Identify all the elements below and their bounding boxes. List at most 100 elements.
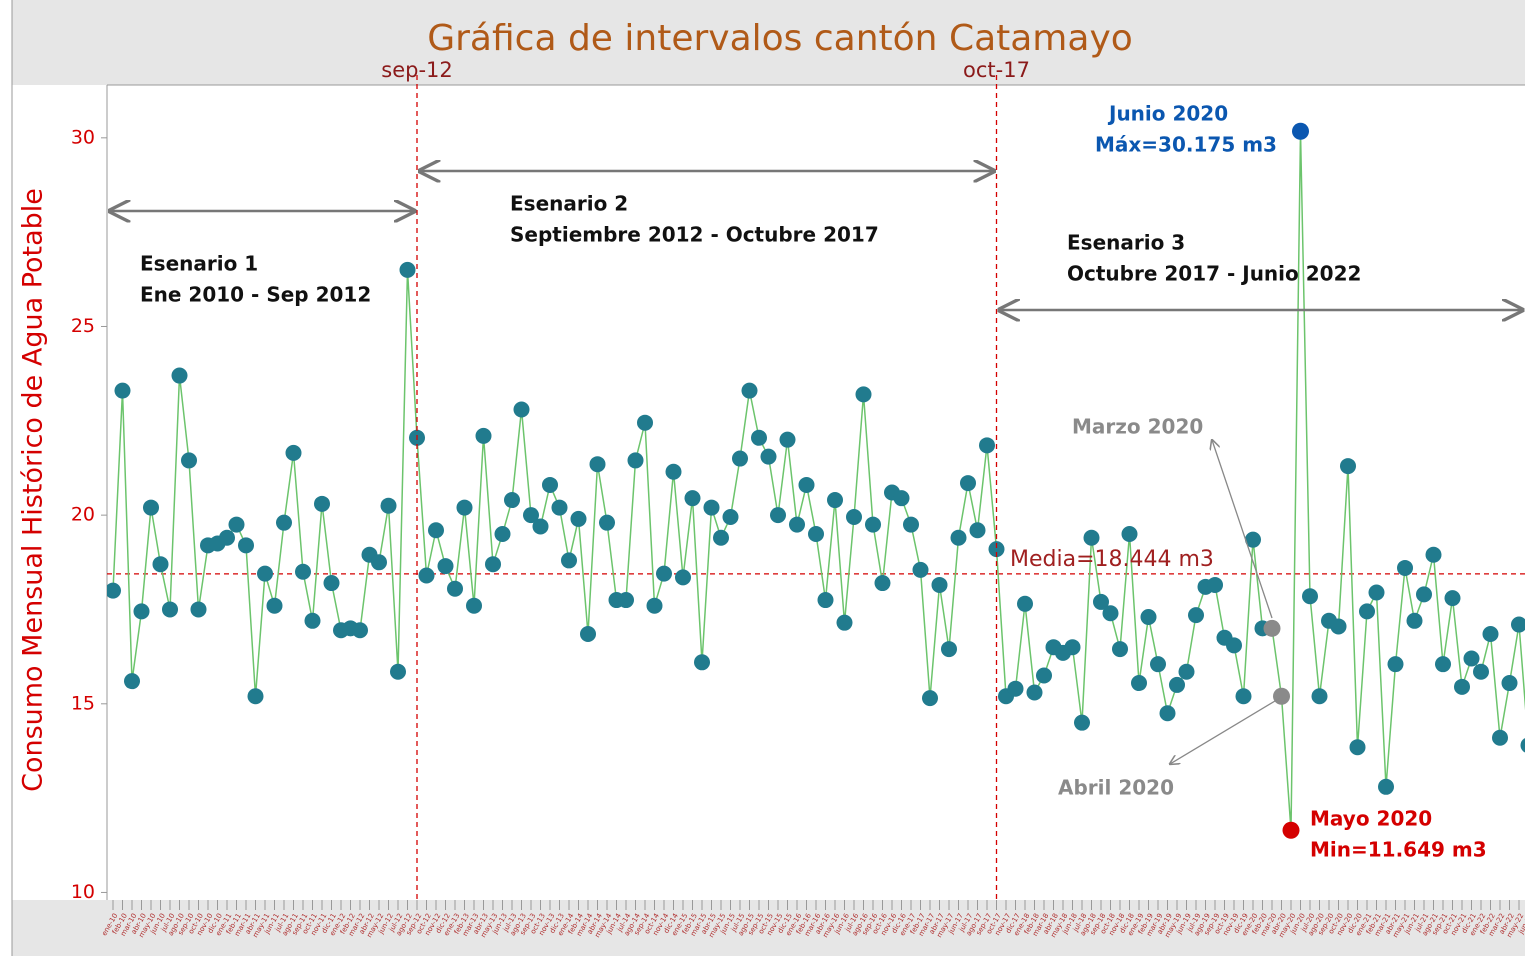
data-point (665, 463, 682, 480)
data-point (124, 673, 140, 690)
data-point (656, 565, 672, 582)
data-point (599, 514, 615, 531)
data-point (637, 414, 653, 431)
data-point (143, 499, 159, 516)
data-point (1454, 678, 1470, 695)
data-point (266, 597, 283, 614)
data-point (504, 492, 520, 509)
annotation: Junio 2020 (1107, 102, 1228, 126)
data-point (1159, 705, 1176, 722)
data-point (1359, 603, 1375, 620)
y-tick-label: 10 (71, 881, 95, 903)
annotation: Marzo 2020 (1072, 415, 1203, 439)
data-point (1207, 576, 1223, 593)
scenario-name: Esenario 2 (510, 192, 628, 216)
data-point (960, 475, 976, 492)
data-point (513, 401, 530, 418)
data-point (732, 450, 748, 467)
data-point (1292, 122, 1309, 140)
data-point (1263, 619, 1281, 637)
data-point (1026, 684, 1043, 701)
data-point (789, 516, 805, 533)
data-point (285, 444, 302, 461)
data-point (1121, 526, 1138, 543)
data-point (1378, 778, 1394, 795)
data-point (485, 556, 501, 573)
data-point (1178, 663, 1195, 680)
data-point (1511, 616, 1525, 633)
data-point (1226, 637, 1242, 654)
data-point (1416, 586, 1432, 603)
data-point (1273, 687, 1290, 705)
data-point (494, 526, 511, 543)
data-point (684, 490, 701, 507)
data-point (1235, 688, 1252, 705)
data-point (1102, 605, 1119, 622)
data-point (979, 437, 995, 454)
data-point (1311, 688, 1328, 705)
data-point (1425, 546, 1442, 563)
data-point (941, 641, 957, 658)
data-point (855, 386, 872, 403)
plot (107, 122, 1525, 839)
data-point (760, 448, 777, 465)
data-point (1007, 680, 1024, 697)
annotation: Mayo 2020 (1310, 807, 1432, 831)
scenario-period: Ene 2010 - Sep 2012 (140, 283, 371, 307)
data-point (1340, 458, 1356, 475)
scenario-period: Octubre 2017 - Junio 2022 (1067, 262, 1361, 286)
data-point (475, 427, 492, 444)
data-point (304, 612, 321, 629)
data-point (437, 558, 454, 575)
data-point (1302, 588, 1318, 605)
data-point (380, 497, 397, 514)
data-point (162, 601, 178, 618)
annotation: Abril 2020 (1058, 776, 1174, 800)
data-point (1387, 656, 1404, 673)
data-point (1463, 650, 1480, 667)
y-tick-label: 15 (71, 692, 95, 714)
data-point (950, 529, 967, 546)
data-point (152, 556, 169, 573)
data-point (570, 510, 587, 527)
data-point (456, 499, 473, 516)
data-point (1397, 559, 1413, 576)
data-point (903, 516, 919, 533)
title-band (12, 0, 1525, 85)
data-point (1435, 656, 1451, 673)
data-point (1501, 675, 1518, 692)
data-point (646, 597, 663, 614)
scenario-name: Esenario 1 (140, 252, 258, 276)
data-point (418, 567, 435, 584)
data-point (466, 597, 482, 614)
data-point (276, 514, 292, 531)
data-point (523, 507, 539, 524)
chart-title: Gráfica de intervalos cantón Catamayo (427, 18, 1133, 59)
x-tick-label: jun-22 (1516, 912, 1525, 936)
data-point (741, 382, 758, 399)
data-point (1330, 618, 1347, 635)
data-point (1131, 675, 1147, 692)
data-point (703, 499, 720, 516)
data-point (1140, 609, 1157, 626)
data-point (247, 688, 264, 705)
data-point (893, 490, 910, 507)
data-point (1482, 625, 1499, 642)
data-point (1492, 729, 1508, 746)
data-point (931, 576, 948, 593)
data-point (770, 507, 786, 524)
data-point (190, 601, 207, 618)
data-point (238, 537, 254, 554)
data-point (874, 575, 891, 592)
data-point (1188, 607, 1204, 624)
data-point (352, 622, 368, 639)
data-point (1444, 590, 1461, 607)
data-point (618, 592, 634, 609)
y-tick-label: 30 (71, 126, 95, 148)
data-point (1368, 584, 1385, 601)
annotation-arrow (1170, 697, 1281, 764)
data-point (133, 603, 150, 620)
annotation: Min=11.649 m3 (1310, 838, 1487, 862)
y-tick-label: 20 (71, 504, 95, 526)
data-point (808, 526, 824, 543)
